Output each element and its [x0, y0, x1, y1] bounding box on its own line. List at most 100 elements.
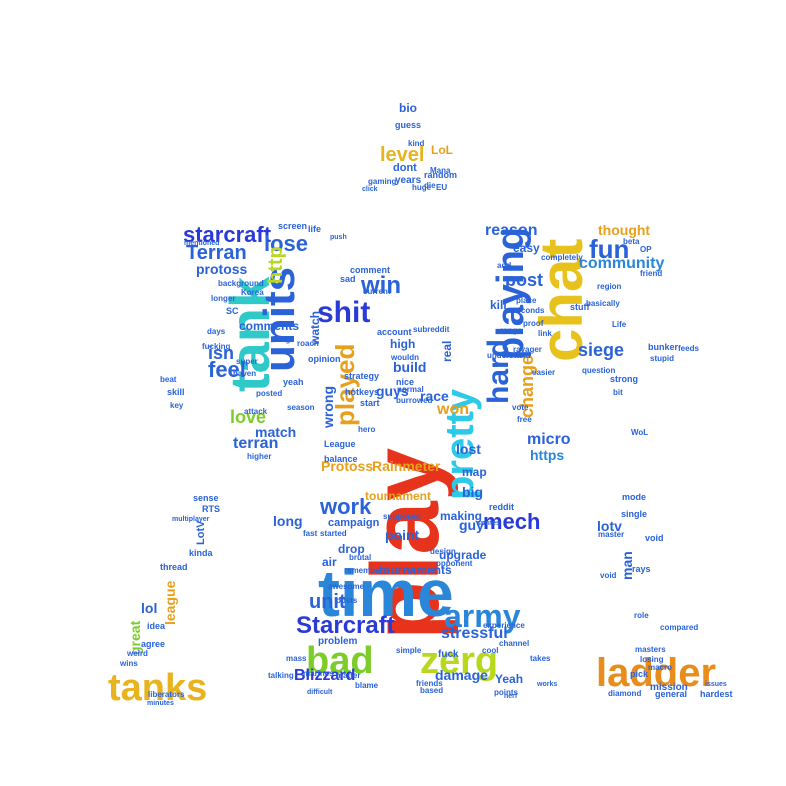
word-unit: unit	[309, 591, 346, 613]
word-love: love	[230, 407, 267, 427]
word-supposed: supposed	[383, 512, 421, 521]
word-lol: lol	[141, 600, 158, 616]
word-mentioned: mentioned	[184, 240, 220, 247]
word-feeds: feeds	[678, 344, 699, 353]
word-feel: feel	[208, 357, 246, 382]
word-Yeah: Yeah	[495, 672, 524, 686]
word-siege: siege	[578, 340, 625, 360]
word-army: army	[444, 598, 521, 634]
word-friend: friend	[640, 269, 663, 278]
word-map: map	[462, 465, 487, 479]
word-mech: mech	[483, 509, 541, 534]
word-click: click	[362, 186, 378, 193]
word-guys: guys	[376, 383, 409, 399]
word-damage: damage	[435, 667, 488, 683]
word-ladder: ladder	[596, 651, 717, 695]
word-hotkeys: hotkeys	[345, 387, 380, 397]
word-burrowed: burrowed	[396, 396, 433, 405]
word-strategy: strategy	[344, 371, 380, 381]
word-high: high	[390, 337, 416, 351]
word-fucking: fucking	[202, 342, 231, 351]
word-works: works	[537, 681, 558, 688]
word-http: http	[265, 246, 287, 284]
word-sprites: sprites	[477, 520, 500, 527]
word-issues: issues	[705, 681, 727, 688]
word-compared: compared	[660, 623, 699, 632]
word-LotV: LotV	[195, 520, 207, 545]
word-stressful: stressful	[441, 625, 508, 642]
word-build: build	[393, 359, 427, 375]
word-masters: masters	[635, 645, 666, 654]
word-seconds: seconds	[512, 306, 545, 315]
word-die: die	[424, 181, 436, 190]
word-awesome: awesome	[328, 582, 365, 591]
word-kind: kind	[408, 139, 425, 148]
word-making: making	[440, 509, 483, 523]
word-add: add	[497, 261, 512, 270]
word-Blizzard: Blizzard	[294, 667, 356, 684]
word-fuck: fuck	[438, 649, 459, 660]
word-upgrade: upgrade	[439, 548, 487, 562]
word-shit: shit	[317, 296, 371, 329]
word-master: master	[598, 530, 625, 539]
word-marines: marines	[303, 669, 334, 678]
word-normal: normal	[397, 385, 424, 394]
word-Protoss: Protoss	[321, 458, 374, 474]
word-subreddit: subreddit	[413, 325, 450, 334]
word-idea: idea	[147, 621, 166, 631]
word-fun: fun	[589, 234, 630, 264]
word-sense: sense	[193, 493, 219, 503]
word-community: community	[579, 255, 665, 272]
word-work: work	[320, 494, 372, 519]
word-super: super	[236, 357, 258, 366]
word-wrong: wrong	[320, 386, 336, 428]
word-SC: SC	[226, 306, 239, 316]
word-vote: vote	[512, 403, 529, 412]
word-general: general	[655, 689, 688, 699]
word-mission: mission	[650, 682, 688, 693]
word-thread: thread	[160, 562, 188, 572]
word-multiplayer: multiplayer	[172, 516, 210, 523]
word-OP: OP	[640, 245, 652, 254]
word-simple: simple	[396, 646, 422, 655]
word-opinion: opinion	[308, 354, 341, 364]
word-wins: wins	[120, 659, 138, 668]
word-rays: rays	[632, 564, 651, 574]
word-easy: easy	[513, 241, 540, 255]
word-bunker: bunker	[648, 342, 679, 352]
word-understand: understand	[487, 351, 531, 360]
word-season: season	[287, 403, 315, 412]
word-bad: bad	[306, 640, 374, 682]
word-kinda: kinda	[189, 548, 213, 558]
word-key: key	[170, 401, 184, 410]
word-account: account	[377, 327, 412, 337]
word-gaming: gaming	[368, 177, 397, 186]
word-big: big	[462, 484, 483, 500]
word-problem: problem	[318, 636, 358, 647]
word-reddit: reddit	[489, 502, 515, 512]
word-attack: attack	[244, 407, 268, 416]
word-protoss: protoss	[196, 261, 248, 277]
word-guess: guess	[395, 120, 422, 130]
word-completely: completely	[541, 253, 583, 262]
word-link: link	[538, 329, 552, 338]
word-liberators: liberators	[148, 690, 185, 699]
word-long: long	[273, 513, 303, 529]
word-yeah: yeah	[283, 377, 304, 387]
word-lotv: lotv	[597, 518, 622, 534]
word-reason: reason	[485, 222, 538, 239]
word-points: points	[494, 688, 518, 697]
word-lose: lose	[264, 231, 309, 256]
word-guy: guy	[459, 517, 484, 533]
word-talking: talking	[268, 671, 294, 680]
word-brutal: brutal	[349, 553, 372, 562]
word-nice: nice	[396, 377, 415, 387]
word-opponent: opponent	[436, 559, 473, 568]
word-Terran: Terran	[186, 242, 247, 264]
word-level: level	[380, 144, 425, 166]
word-macro: macro	[648, 663, 673, 672]
word-days: days	[207, 327, 226, 336]
word-nerf: nerf	[504, 693, 518, 700]
word-agree: agree	[141, 639, 166, 649]
